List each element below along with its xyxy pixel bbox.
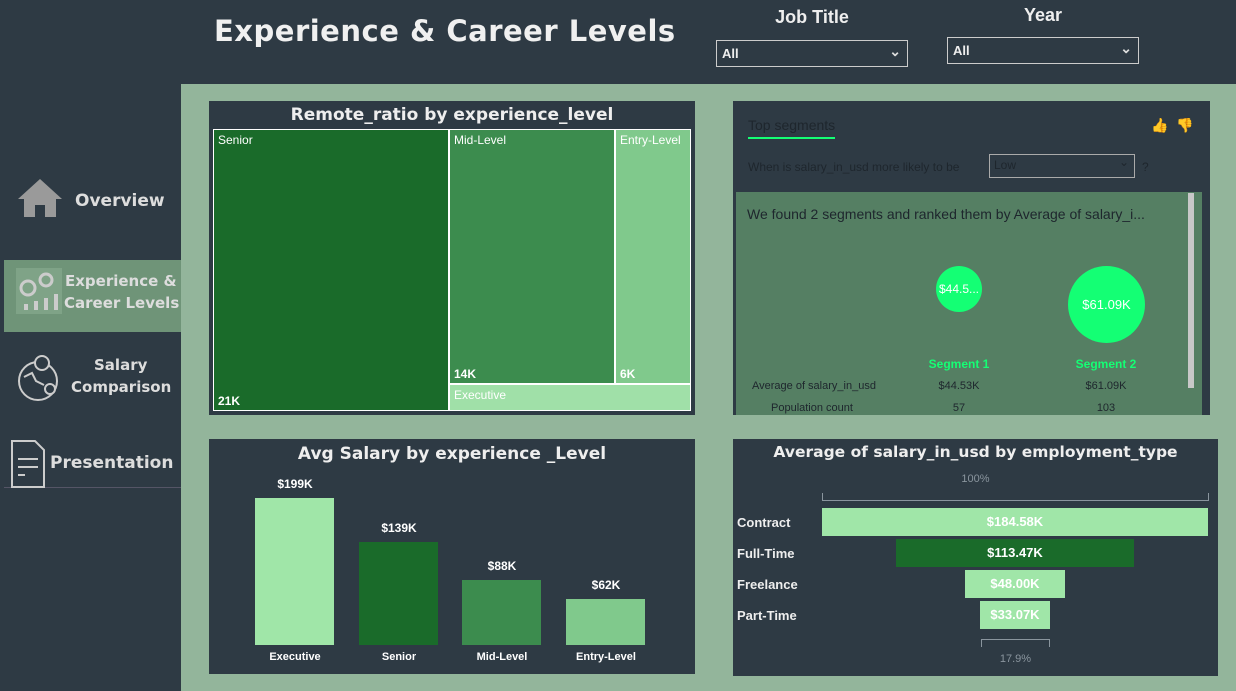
treemap-tile-entry-level[interactable]: Entry-Level 6K xyxy=(615,129,691,384)
funnel-category-label: Part-Time xyxy=(737,608,797,623)
treemap-tile-senior[interactable]: Senior 21K xyxy=(213,129,449,411)
treemap-tile-mid-level[interactable]: Mid-Level 14K xyxy=(449,129,615,384)
segment-1-count: 57 xyxy=(952,402,966,414)
funnel-row: Freelance $48.00K xyxy=(733,570,1218,600)
segment-2-avg: $61.09K xyxy=(1085,380,1127,392)
bar-data-label: $88K xyxy=(487,558,517,573)
nav-label: Presentation xyxy=(50,453,174,473)
tile-label: Mid-Level xyxy=(454,133,507,147)
top-segments-tab[interactable]: Top segments xyxy=(748,117,836,139)
nav-experience-career[interactable]: Experience & Career Levels xyxy=(4,260,181,332)
help-icon[interactable]: ? xyxy=(1142,160,1149,174)
nav-label: Salary xyxy=(94,356,148,374)
segment-2-count: 103 xyxy=(1096,402,1116,414)
funnel-bar-part-time[interactable]: $33.07K xyxy=(980,601,1050,629)
thumbs-down-icon[interactable]: 👎 xyxy=(1176,117,1194,133)
row-label-avg: Average of salary_in_usd xyxy=(752,380,876,392)
home-icon xyxy=(18,179,62,217)
funnel-category-label: Contract xyxy=(737,515,791,530)
x-tick-label: Executive xyxy=(269,651,321,663)
segments-summary: We found 2 segments and ranked them by A… xyxy=(747,206,1145,222)
treemap-title: Remote_ratio by experience_level xyxy=(290,105,614,125)
avg-salary-bar-chart: Avg Salary by experience _Level $199K Exe… xyxy=(209,439,695,674)
x-tick-label: Mid-Level xyxy=(476,651,528,663)
bar-data-label: $139K xyxy=(381,521,417,536)
tile-value: 21K xyxy=(218,394,241,408)
nav-label-2: Comparison xyxy=(71,378,172,396)
tile-label: Entry-Level xyxy=(620,133,681,147)
segment-1-bubble[interactable]: $44.5... xyxy=(936,266,982,312)
segment-1-label[interactable]: Segment 1 xyxy=(928,357,990,371)
likelihood-dropdown[interactable]: Low ⌄ xyxy=(989,154,1135,178)
funnel-top-bracket xyxy=(822,493,1209,501)
tile-value: 6K xyxy=(620,367,636,381)
funnel-title: Average of salary_in_usd by employment_t… xyxy=(773,443,1178,461)
globe-pin-icon xyxy=(18,355,58,401)
funnel-row: Full-Time $113.47K xyxy=(733,539,1218,569)
chevron-down-icon: ⌄ xyxy=(1118,155,1129,169)
top-segments-card: Top segments 👍 👎 When is salary_in_usd m… xyxy=(733,101,1210,415)
funnel-bar-full-time[interactable]: $113.47K xyxy=(896,539,1134,567)
bar-executive[interactable] xyxy=(255,498,334,645)
x-tick-label: Senior xyxy=(381,651,417,663)
funnel-row: Part-Time $33.07K xyxy=(733,601,1218,631)
segments-question: When is salary_in_usd more likely to be xyxy=(748,160,960,174)
nav-overview[interactable]: Overview xyxy=(4,165,181,235)
segment-1-avg: $44.53K xyxy=(938,380,980,392)
likelihood-value: Low xyxy=(994,158,1017,172)
funnel-bottom-bracket xyxy=(981,639,1050,647)
chevron-down-icon: ⌄ xyxy=(889,43,901,59)
segment-2-bubble[interactable]: $61.09K xyxy=(1068,266,1145,343)
job-title-filter-label: Job Title xyxy=(775,7,849,27)
treemap-card: Remote_ratio by experience_level Senior 2… xyxy=(209,101,695,415)
funnel-bar-freelance[interactable]: $48.00K xyxy=(964,570,1066,598)
funnel-row: Contract $184.58K xyxy=(733,508,1218,538)
funnel-category-label: Full-Time xyxy=(737,546,795,561)
year-dropdown[interactable]: All ⌄ xyxy=(947,37,1139,64)
bar-mid-level[interactable] xyxy=(462,579,541,645)
year-filter-label: Year xyxy=(1023,5,1063,25)
chevron-down-icon: ⌄ xyxy=(1120,40,1132,56)
scrollbar[interactable] xyxy=(1188,193,1194,388)
page-title: Experience & Career Levels xyxy=(214,14,676,48)
nav-presentation[interactable]: Presentation xyxy=(4,435,181,488)
bar-data-label: $199K xyxy=(277,477,313,491)
nav-label-2: Career Levels xyxy=(64,294,180,312)
treemap-tile-executive[interactable]: Executive xyxy=(449,384,691,411)
segments-panel: We found 2 segments and ranked them by A… xyxy=(736,192,1202,415)
year-value: All xyxy=(953,43,970,58)
document-icon xyxy=(11,440,45,488)
funnel-top-percent: 100% xyxy=(961,473,990,485)
job-title-dropdown[interactable]: All ⌄ xyxy=(716,40,908,67)
nav-label: Experience & xyxy=(65,272,177,290)
bar-entry-level[interactable] xyxy=(566,599,645,645)
x-tick-label: Entry-Level xyxy=(576,651,636,663)
tile-label: Senior xyxy=(218,133,253,147)
funnel-bottom-percent: 17.9% xyxy=(999,653,1032,665)
tile-label: Executive xyxy=(454,388,507,402)
funnel-bar-contract[interactable]: $184.58K xyxy=(822,508,1208,536)
tile-value: 14K xyxy=(454,367,477,381)
row-label-count: Population count xyxy=(771,402,853,414)
segment-2-label[interactable]: Segment 2 xyxy=(1075,357,1137,371)
gears-chart-icon xyxy=(16,268,62,314)
bar-chart-title: Avg Salary by experience _Level xyxy=(297,444,607,464)
bar-senior[interactable] xyxy=(359,542,438,645)
nav-label: Overview xyxy=(75,191,165,211)
employment-type-funnel-chart: Average of salary_in_usd by employment_t… xyxy=(733,439,1218,676)
job-title-value: All xyxy=(722,46,739,61)
bar-data-label: $62K xyxy=(591,578,621,593)
thumbs-up-icon[interactable]: 👍 xyxy=(1151,117,1169,133)
funnel-category-label: Freelance xyxy=(737,577,798,592)
nav-salary-comparison[interactable]: Salary Comparison xyxy=(4,345,181,415)
